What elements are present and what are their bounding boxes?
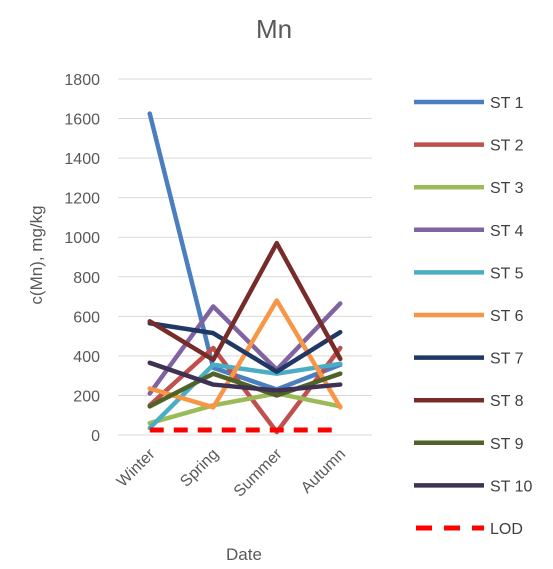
y-tick-label: 400 [73,349,100,366]
y-tick-label: 1200 [64,191,100,208]
legend-label: ST 1 [490,95,524,112]
legend-label: ST 2 [490,138,524,155]
y-tick-label: 800 [73,270,100,287]
y-tick-label: 1800 [64,72,100,89]
y-tick-label: 1000 [64,230,100,247]
series-line-st-9 [147,371,343,409]
y-axis-ticks: 0 200 400 600 800 1000 1200 1400 1600 1800 [64,72,100,445]
y-axis-title: c(Mn), mg/kg [27,205,46,304]
legend-label: ST 3 [490,180,524,197]
legend-label: ST 9 [490,436,524,453]
chart-title: Mn [256,14,292,44]
legend-label: ST 8 [490,393,524,410]
y-tick-label: 1400 [64,151,100,168]
legend-label: ST 10 [490,478,533,495]
series-line-st-8 [147,240,343,363]
series-line-st-4 [147,301,343,396]
series-line-st-3 [147,391,343,426]
series-lines [147,111,343,435]
legend-label: ST 6 [490,308,524,325]
legend-label: LOD [490,521,523,538]
series-line-st-7 [147,321,343,374]
legend-label: ST 4 [490,223,524,240]
legend-label: ST 7 [490,351,524,368]
x-tick-label: Summer [231,445,286,500]
y-tick-label: 200 [73,388,100,405]
x-axis-ticks: Winter Spring Summer Autumn [114,445,349,500]
x-axis-title: Date [226,545,262,564]
x-tick-label: Spring [177,446,222,491]
series-line-st-10 [147,360,343,393]
y-tick-label: 1600 [64,112,100,129]
y-tick-label: 0 [91,428,100,445]
series-line-st-1 [147,111,343,392]
x-tick-label: Autumn [298,446,349,497]
legend: ST 1 ST 2 ST 3 ST 4 ST 5 ST 6 ST 7 ST 8 ST 9 ST 1… [414,95,533,538]
y-tick-label: 600 [73,309,100,326]
legend-label: ST 5 [490,265,524,282]
series-line-st-2 [147,345,343,435]
x-tick-label: Winter [114,445,159,490]
